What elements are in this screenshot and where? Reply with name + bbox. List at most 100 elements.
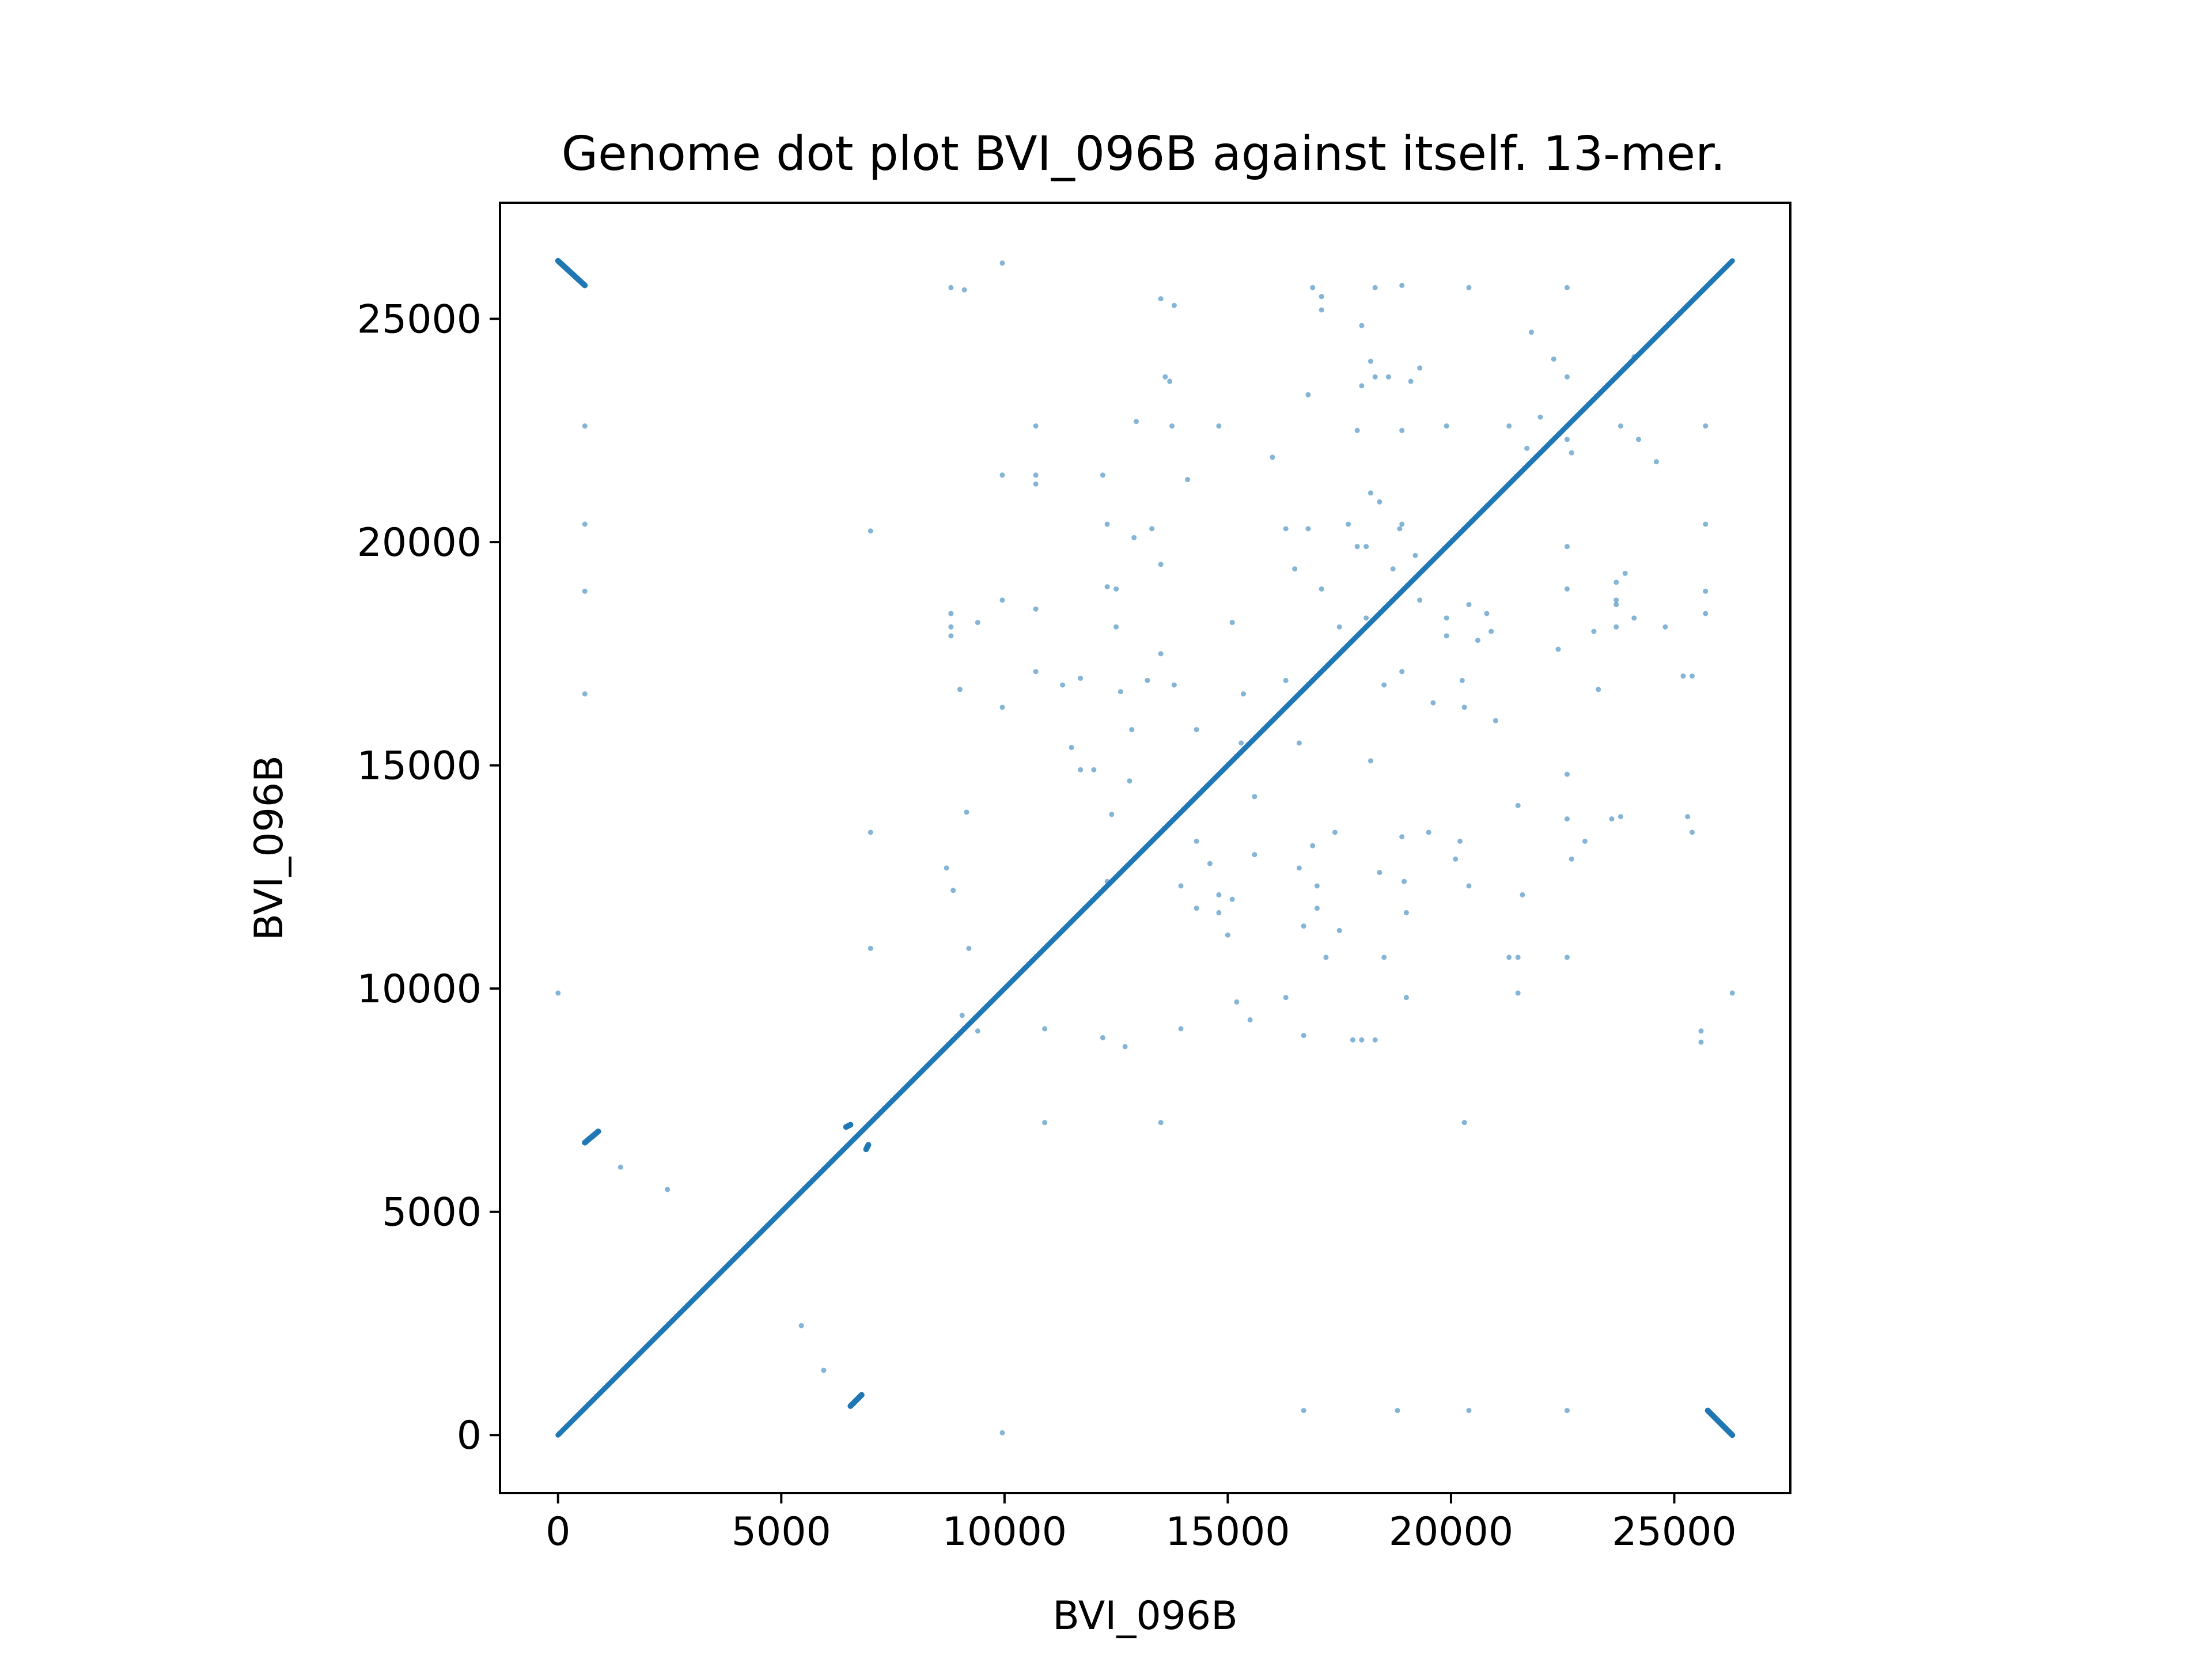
dot-point-209 xyxy=(1310,285,1316,290)
dot-point-18 xyxy=(948,633,954,639)
dot-point-7 xyxy=(798,1323,804,1328)
dot-point-83 xyxy=(1283,526,1289,532)
dot-point-49 xyxy=(1113,624,1119,630)
dot-point-27 xyxy=(999,472,1005,478)
dot-point-146 xyxy=(1475,638,1480,643)
dot-point-173 xyxy=(1591,628,1597,634)
dot-point-57 xyxy=(1149,526,1155,532)
repeat-segment-2 xyxy=(1705,1407,1736,1438)
x-tick-label: 10000 xyxy=(942,1509,1067,1555)
dot-point-147 xyxy=(1484,611,1490,616)
dot-point-0 xyxy=(582,423,588,429)
x-axis-ticks: 0 5000 10000 15000 20000 25000 xyxy=(546,1493,1737,1555)
dot-point-11 xyxy=(868,945,873,951)
dot-point-25 xyxy=(957,687,963,692)
dot-point-72 xyxy=(1207,861,1213,866)
dot-point-191 xyxy=(1689,830,1695,835)
dot-point-31 xyxy=(1033,472,1039,478)
dot-point-38 xyxy=(1078,675,1084,681)
dot-point-70 xyxy=(1194,727,1199,733)
dot-point-188 xyxy=(1680,673,1686,679)
dot-point-119 xyxy=(1385,374,1391,380)
repeat-segment-5 xyxy=(843,1122,854,1130)
dot-point-115 xyxy=(1377,499,1382,505)
dot-point-143 xyxy=(1466,883,1472,889)
dot-point-180 xyxy=(1618,814,1623,820)
x-tick-label: 25000 xyxy=(1612,1509,1736,1555)
dot-point-40 xyxy=(1078,767,1084,772)
y-tick-label: 20000 xyxy=(357,520,482,566)
dot-point-163 xyxy=(1564,437,1570,442)
y-tick-label: 15000 xyxy=(357,744,482,789)
dot-point-208 xyxy=(1412,552,1418,558)
dot-point-168 xyxy=(1564,955,1570,960)
dot-point-116 xyxy=(1377,870,1382,876)
dot-point-175 xyxy=(1609,816,1615,822)
dot-point-165 xyxy=(1564,586,1570,592)
dot-point-67 xyxy=(1178,1026,1184,1032)
dot-point-97 xyxy=(1319,307,1324,313)
dot-point-134 xyxy=(1444,423,1449,429)
y-tick-label: 5000 xyxy=(382,1190,482,1236)
dot-point-23 xyxy=(959,1013,965,1018)
dot-point-133 xyxy=(1430,700,1436,706)
dot-point-73 xyxy=(1216,423,1222,429)
dot-point-185 xyxy=(1635,437,1641,442)
dot-point-193 xyxy=(1698,1039,1704,1045)
dot-point-201 xyxy=(1350,1037,1355,1043)
dot-point-132 xyxy=(1426,830,1431,835)
dot-point-148 xyxy=(1488,628,1494,634)
dot-point-24 xyxy=(975,1028,980,1034)
dot-point-66 xyxy=(1171,302,1177,308)
dot-point-113 xyxy=(1372,374,1378,380)
dot-point-82 xyxy=(1270,454,1275,460)
x-tick-label: 20000 xyxy=(1389,1509,1513,1555)
dot-point-155 xyxy=(1520,892,1525,897)
dot-point-94 xyxy=(1314,883,1320,889)
repeat-segment-6 xyxy=(863,1142,872,1153)
dot-point-157 xyxy=(1528,329,1534,335)
dot-point-100 xyxy=(1332,830,1338,835)
dot-point-177 xyxy=(1613,597,1619,603)
dot-point-114 xyxy=(1372,285,1378,290)
dot-point-103 xyxy=(1346,521,1351,527)
dot-point-153 xyxy=(1515,955,1521,960)
dot-point-77 xyxy=(1229,896,1235,902)
dot-point-200 xyxy=(1372,1037,1378,1043)
dot-point-117 xyxy=(1381,955,1387,960)
repeat-segment-4 xyxy=(847,1392,865,1409)
dot-point-210 xyxy=(1395,1408,1400,1414)
dot-point-35 xyxy=(1042,1026,1048,1032)
dot-point-159 xyxy=(1551,356,1556,362)
dot-point-195 xyxy=(1703,521,1709,527)
dot-point-162 xyxy=(1564,374,1570,380)
dot-point-10 xyxy=(868,830,873,835)
dot-point-187 xyxy=(1662,624,1668,630)
dot-point-179 xyxy=(1613,624,1619,630)
dot-point-85 xyxy=(1283,995,1289,1001)
dot-point-170 xyxy=(1569,450,1574,456)
dot-point-106 xyxy=(1359,383,1365,389)
dot-point-69 xyxy=(1185,477,1191,483)
dot-point-84 xyxy=(1283,677,1289,683)
x-axis-label: BVI_096B xyxy=(1052,1593,1238,1639)
dot-point-55 xyxy=(1133,419,1139,425)
dot-point-1 xyxy=(582,691,588,697)
dot-point-181 xyxy=(1618,423,1623,429)
x-tick-label: 5000 xyxy=(732,1509,831,1555)
dot-point-88 xyxy=(1296,865,1302,871)
dot-point-142 xyxy=(1466,285,1472,290)
dot-point-21 xyxy=(964,809,969,815)
dot-point-205 xyxy=(1194,906,1199,911)
dot-point-44 xyxy=(1104,521,1110,527)
dot-point-172 xyxy=(1582,838,1588,844)
dot-point-89 xyxy=(1301,1033,1306,1039)
x-tick-label: 0 xyxy=(546,1509,570,1555)
dot-point-39 xyxy=(1069,745,1074,751)
dot-point-36 xyxy=(1042,1120,1048,1126)
dot-point-19 xyxy=(944,865,949,871)
dot-point-51 xyxy=(1122,1044,1128,1050)
dot-point-50 xyxy=(1118,689,1123,695)
dot-point-158 xyxy=(1537,414,1543,420)
dot-point-123 xyxy=(1399,427,1405,433)
